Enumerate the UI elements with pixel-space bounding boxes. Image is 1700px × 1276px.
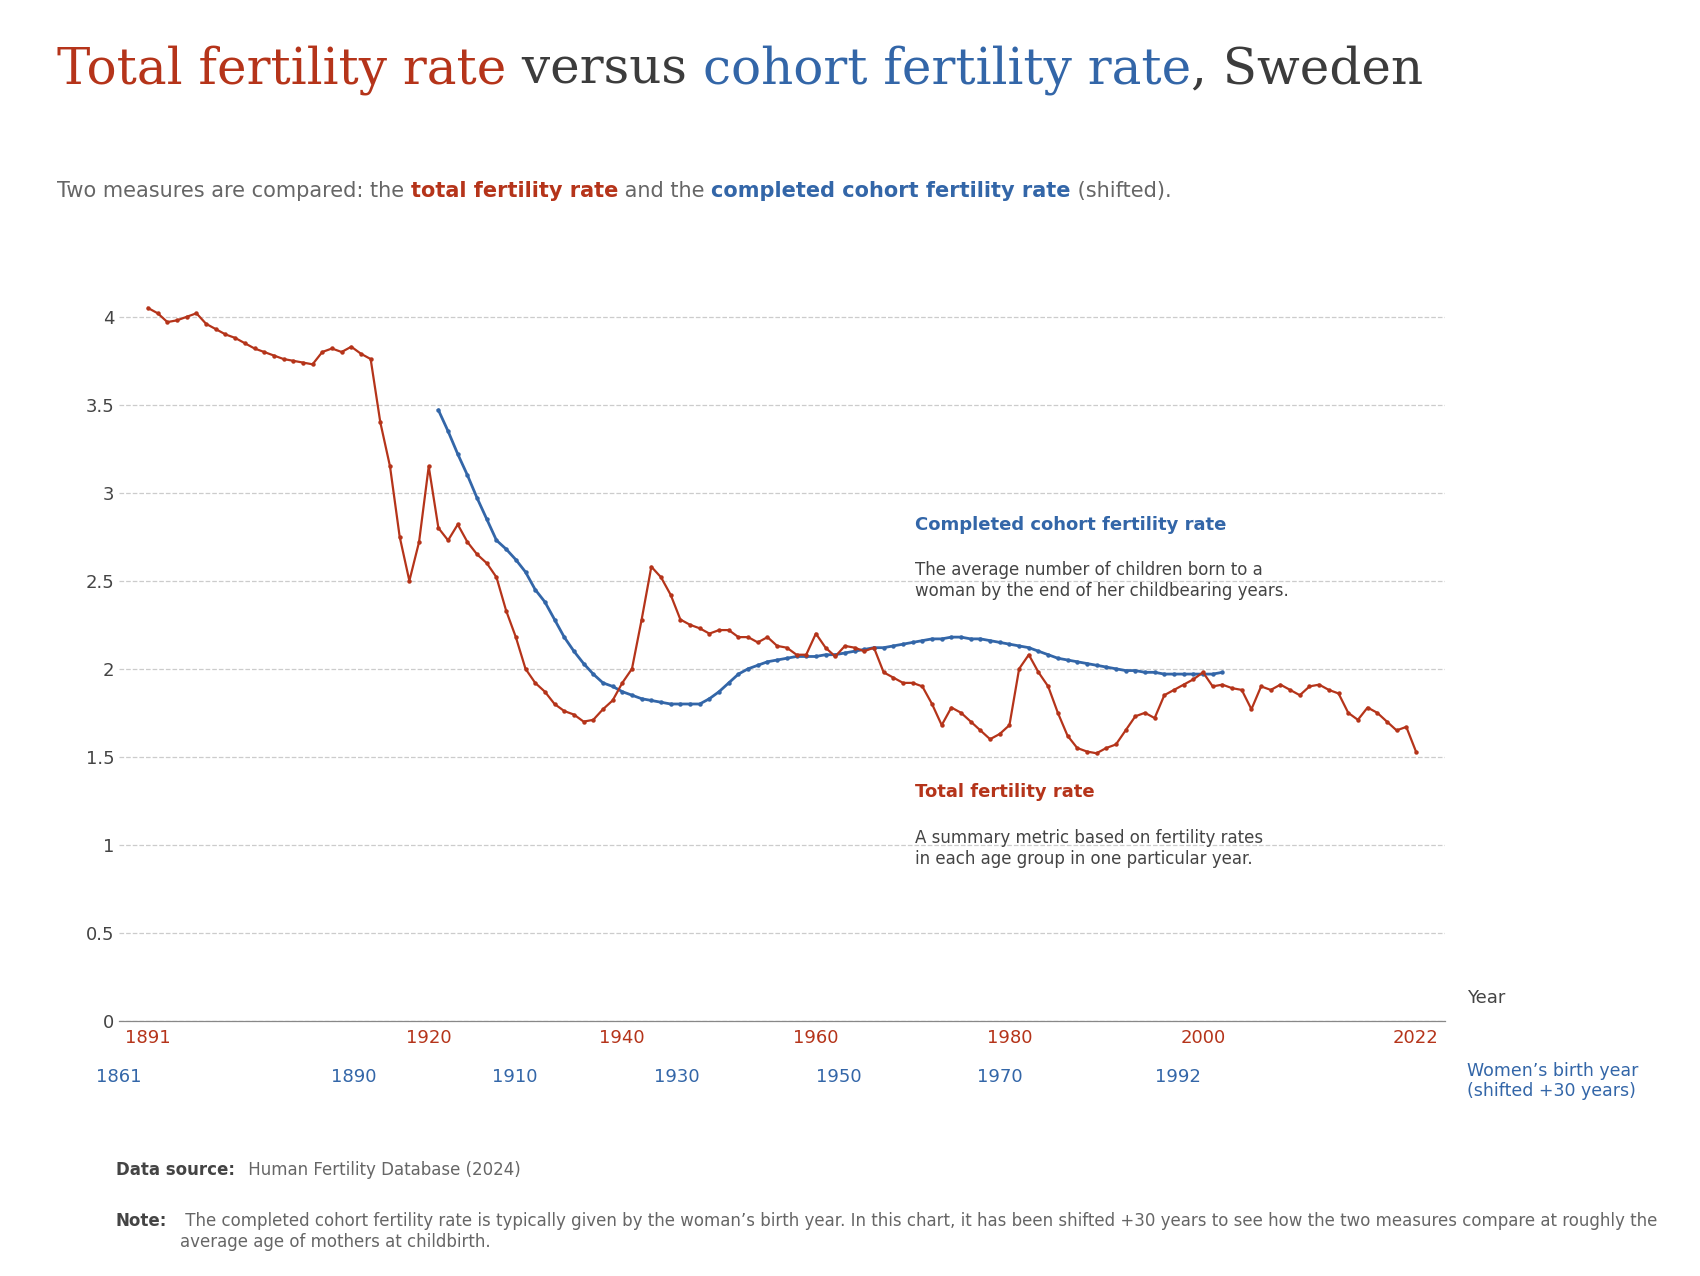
Text: Data source:: Data source: xyxy=(116,1161,235,1179)
Text: Women’s birth year
(shifted +30 years): Women’s birth year (shifted +30 years) xyxy=(1467,1062,1639,1100)
Text: Two measures are compared: the: Two measures are compared: the xyxy=(56,180,411,200)
Text: versus: versus xyxy=(507,45,704,94)
Text: Total fertility rate: Total fertility rate xyxy=(56,45,507,94)
Text: Human Fertility Database (2024): Human Fertility Database (2024) xyxy=(243,1161,520,1179)
Text: Year: Year xyxy=(1467,989,1506,1007)
Text: cohort fertility rate: cohort fertility rate xyxy=(704,45,1192,94)
Text: Our World: Our World xyxy=(1533,56,1629,74)
Text: Completed cohort fertility rate: Completed cohort fertility rate xyxy=(915,516,1226,533)
Text: A summary metric based on fertility rates
in each age group in one particular ye: A summary metric based on fertility rate… xyxy=(915,829,1263,868)
Text: total fertility rate: total fertility rate xyxy=(411,180,619,200)
Text: Note:: Note: xyxy=(116,1212,167,1230)
Text: Total fertility rate: Total fertility rate xyxy=(915,783,1095,801)
Text: and the: and the xyxy=(619,180,711,200)
Text: (shifted).: (shifted). xyxy=(1071,180,1171,200)
Text: The completed cohort fertility rate is typically given by the woman’s birth year: The completed cohort fertility rate is t… xyxy=(180,1212,1658,1250)
Text: completed cohort fertility rate: completed cohort fertility rate xyxy=(711,180,1071,200)
Text: The average number of children born to a
woman by the end of her childbearing ye: The average number of children born to a… xyxy=(915,561,1289,600)
Text: , Sweden: , Sweden xyxy=(1192,45,1423,94)
Text: in Data: in Data xyxy=(1547,93,1615,111)
